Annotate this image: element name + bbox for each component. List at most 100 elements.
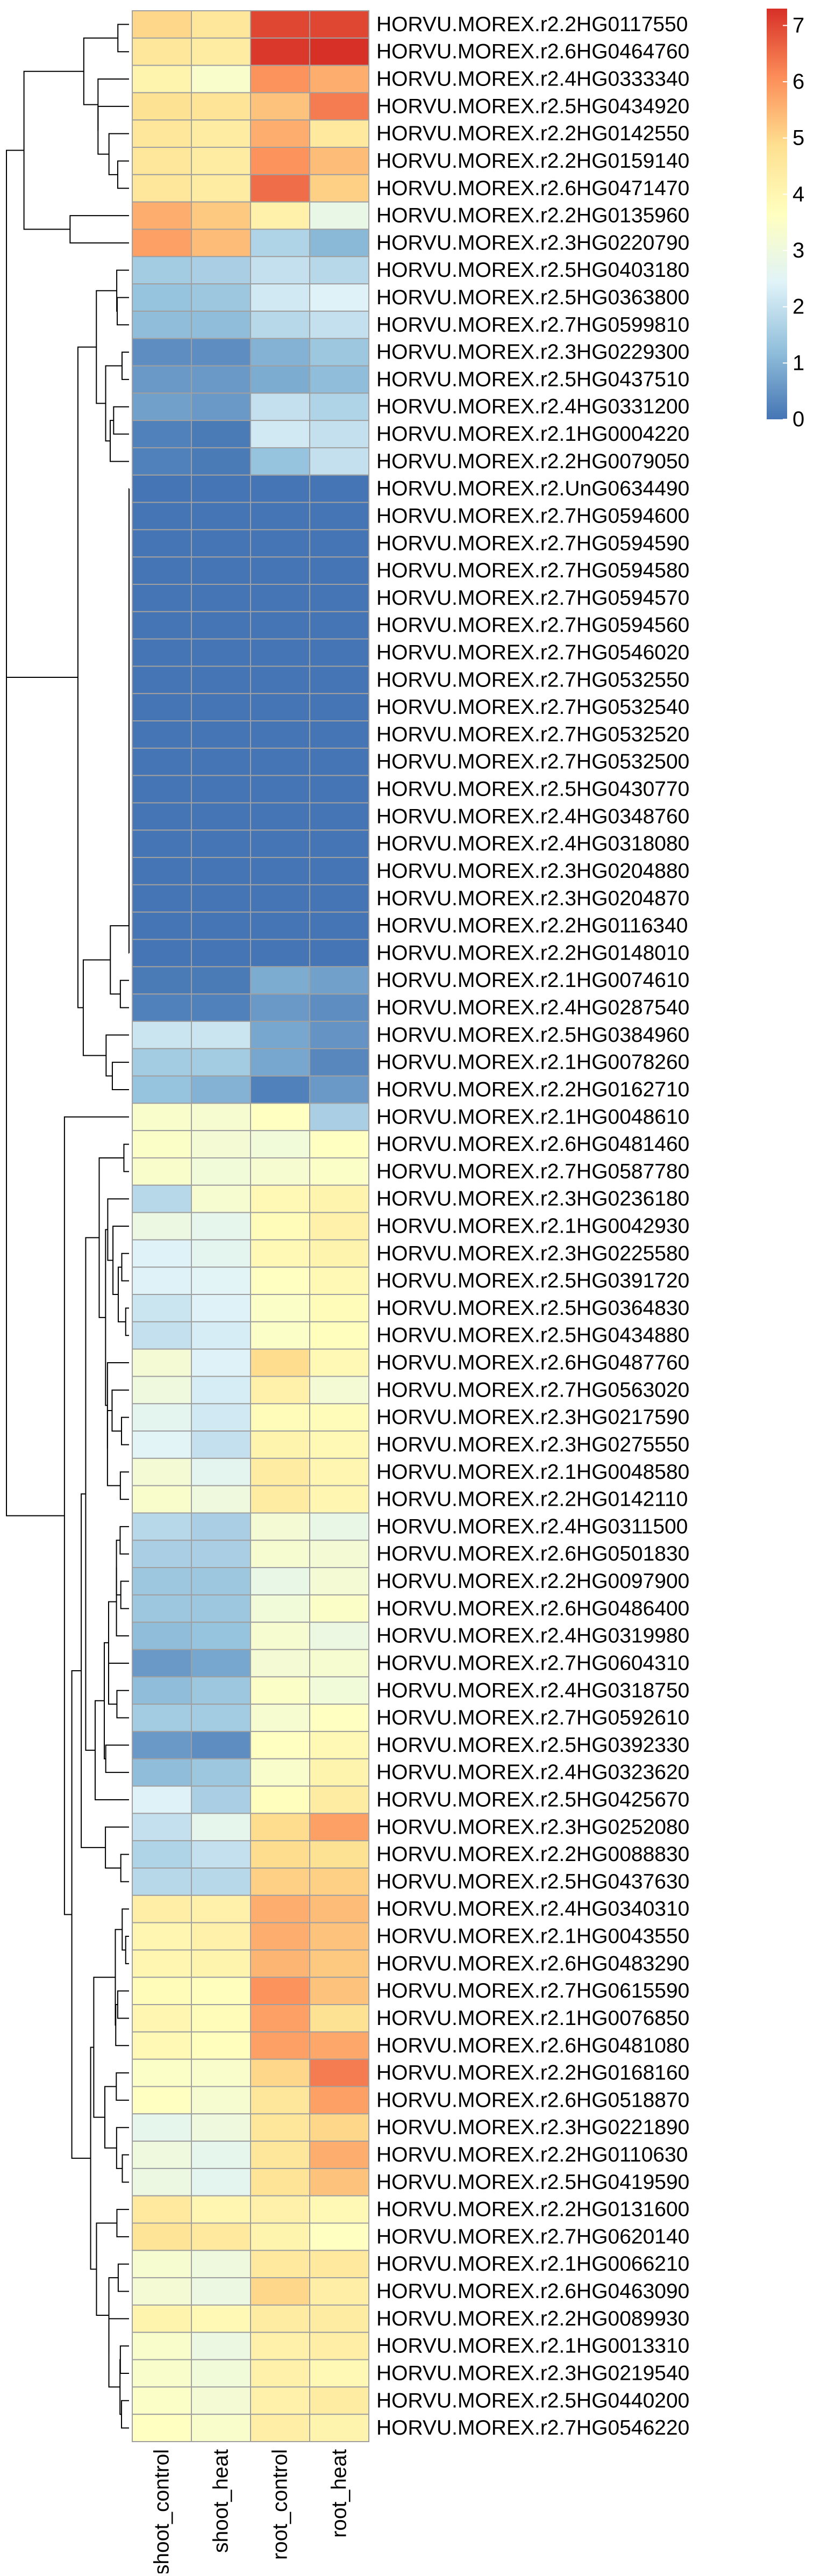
heatmap-cell <box>310 1458 369 1486</box>
row-label: HORVU.MOREX.r2.2HG0142110 <box>376 1488 688 1511</box>
heatmap-cell <box>132 202 191 230</box>
heatmap-cell <box>310 1977 369 2005</box>
row-label: HORVU.MOREX.r2.3HG0252080 <box>376 1815 689 1838</box>
heatmap-cell <box>251 666 310 693</box>
legend-tick-label: 2 <box>792 295 804 319</box>
row-labels: HORVU.MOREX.r2.2HG0117550HORVU.MOREX.r2.… <box>376 13 689 2439</box>
dendrogram-branch <box>118 2264 129 2292</box>
heatmap-cell <box>251 2086 310 2114</box>
column-label: root_heat <box>328 2449 351 2538</box>
heatmap-cell <box>191 1130 251 1158</box>
heatmap-cell <box>132 2032 191 2059</box>
heatmap-cell <box>251 1486 310 1513</box>
heatmap-cell <box>251 830 310 857</box>
heatmap-cell <box>251 1759 310 1786</box>
heatmap-cell <box>132 1568 191 1595</box>
heatmap-cell <box>310 2414 369 2442</box>
heatmap-cell <box>132 1868 191 1895</box>
heatmap-cell <box>310 1185 369 1213</box>
heatmap-cell <box>191 2223 251 2251</box>
heatmap-cell <box>191 1759 251 1786</box>
dendrogram-branch <box>81 1494 105 1848</box>
row-label: HORVU.MOREX.r2.2HG0110630 <box>376 2143 688 2166</box>
heatmap-cell <box>251 1240 310 1267</box>
row-label: HORVU.MOREX.r2.6HG0487760 <box>376 1351 689 1375</box>
heatmap-cell <box>310 1213 369 1240</box>
row-label: HORVU.MOREX.r2.7HG0546220 <box>376 2416 689 2439</box>
heatmap-cell <box>191 2278 251 2305</box>
heatmap-cell <box>251 503 310 530</box>
heatmap-cell <box>310 1158 369 1185</box>
heatmap-cell <box>251 120 310 147</box>
dendrogram-branch <box>126 1308 129 1335</box>
row-label: HORVU.MOREX.r2.5HG0363800 <box>376 286 689 309</box>
heatmap-cell <box>191 994 251 1021</box>
heatmap-cell <box>310 229 369 256</box>
heatmap-cell <box>191 2005 251 2032</box>
heatmap-cell <box>132 2278 191 2305</box>
row-label: HORVU.MOREX.r2.1HG0042930 <box>376 1215 689 1238</box>
heatmap-cell <box>132 1895 191 1923</box>
heatmap-cell <box>132 120 191 147</box>
row-label: HORVU.MOREX.r2.6HG0518870 <box>376 2088 689 2112</box>
heatmap-cell <box>310 1895 369 1923</box>
dendrogram-branch <box>6 677 78 1516</box>
heatmap-cell <box>310 721 369 748</box>
heatmap-cell <box>132 1977 191 2005</box>
heatmap-cell <box>251 1213 310 1240</box>
heatmap-cell <box>191 1513 251 1540</box>
dendrogram-branch <box>108 1199 129 1260</box>
dendrogram-branch <box>110 420 129 461</box>
legend-tick-label: 3 <box>792 239 804 262</box>
heatmap-cell <box>132 66 191 93</box>
heatmap-cell <box>132 1622 191 1650</box>
heatmap-cell <box>132 584 191 612</box>
dendrogram-branch <box>109 1602 117 1684</box>
heatmap-cell <box>310 1076 369 1104</box>
column-label: shoot_heat <box>210 2449 233 2553</box>
heatmap-cell <box>251 2196 310 2223</box>
heatmap-cell <box>132 11 191 38</box>
heatmap-cell <box>132 420 191 448</box>
heatmap-cell <box>251 1349 310 1377</box>
heatmap-cell <box>132 1650 191 1677</box>
dendrogram-branch <box>108 1411 120 1486</box>
heatmap-cell <box>251 1267 310 1294</box>
heatmap-cell <box>251 1294 310 1322</box>
row-label: HORVU.MOREX.r2.6HG0481080 <box>376 2034 689 2057</box>
dendrogram-branch <box>120 1472 129 1499</box>
heatmap-cell <box>191 2086 251 2114</box>
heatmap-cell <box>251 1622 310 1650</box>
heatmap-cell <box>310 475 369 503</box>
heatmap-cell <box>310 1240 369 1267</box>
dendrogram-branch <box>121 1582 129 1609</box>
row-label: HORVU.MOREX.r2.7HG0594560 <box>376 614 689 637</box>
row-label: HORVU.MOREX.r2.5HG0434880 <box>376 1324 689 1347</box>
row-label: HORVU.MOREX.r2.5HG0430770 <box>376 778 689 801</box>
heatmap-cell <box>251 339 310 366</box>
heatmap-cell <box>310 1813 369 1841</box>
heatmap-cell <box>132 885 191 912</box>
dendrogram-branch <box>116 2073 129 2100</box>
heatmap-cell <box>310 1431 369 1458</box>
heatmap-cell <box>191 1240 251 1267</box>
heatmap-cell <box>191 147 251 175</box>
row-label: HORVU.MOREX.r2.7HG0532550 <box>376 668 689 691</box>
heatmap-cell <box>310 284 369 311</box>
heatmap-cell <box>310 2278 369 2305</box>
heatmap-cell <box>191 120 251 147</box>
heatmap-cell <box>251 2250 310 2278</box>
heatmap-cell <box>310 1786 369 1814</box>
row-label: HORVU.MOREX.r2.3HG0220790 <box>376 231 689 254</box>
dendrogram-branch <box>120 2346 129 2373</box>
heatmap-cell <box>310 2223 369 2251</box>
heatmap-cell <box>132 2059 191 2087</box>
heatmap-cell <box>191 885 251 912</box>
heatmap-cell <box>310 120 369 147</box>
heatmap-cell <box>251 1130 310 1158</box>
row-label: HORVU.MOREX.r2.3HG0229300 <box>376 341 689 364</box>
row-label: HORVU.MOREX.r2.7HG0594580 <box>376 559 689 582</box>
heatmap-cell <box>310 2141 369 2169</box>
heatmap-cell <box>191 1540 251 1568</box>
dendrogram-branch <box>117 297 129 325</box>
